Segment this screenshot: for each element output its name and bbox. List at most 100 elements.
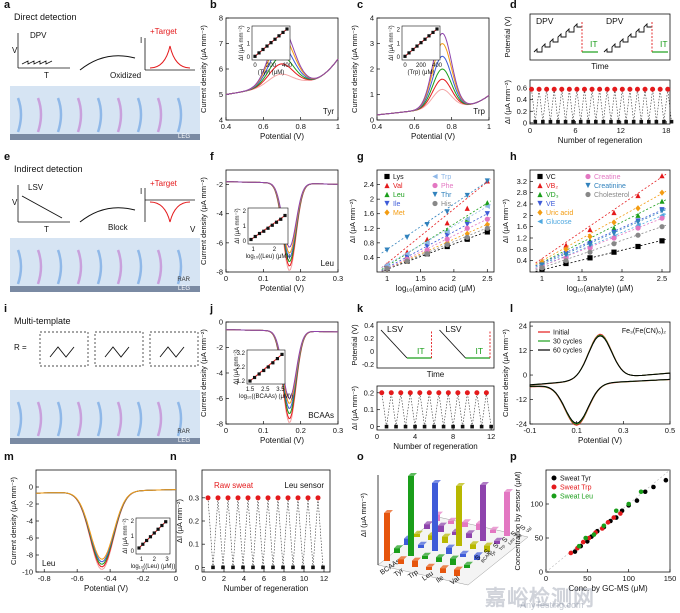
polymer-chain [176,97,183,133]
panel-j-inset-x-tick: 2.5 [261,387,270,393]
y-tick-label: 0.2 [517,107,527,116]
x-tick-label: -0.2 [137,574,150,583]
panel-g-fit-line [381,178,491,254]
panel-o-bar [412,560,418,567]
panel-g-point [384,262,390,268]
panel-k-y-tick: 0.2 [364,336,374,343]
panel-f-inset-point [270,223,274,227]
panel-d2-high-point [544,86,550,92]
y-tick-label: 0.2 [364,388,374,397]
plot-frame [529,169,671,273]
panel-c-inset-y-tick: 0 [397,55,401,61]
panel-g-point [464,225,470,231]
panel-h-point [563,258,569,264]
panel-k2-low-point [413,424,417,429]
panel-letter-c: c [357,0,363,11]
panel-b-inset-point [261,47,265,52]
panel-o-bar [432,483,438,551]
panel-d2-low-point [563,119,568,124]
panel-g-legend-marker [384,173,390,180]
y-tick-label: -6 [26,534,33,543]
polymer-chain [176,249,183,285]
y-tick-label: 4 [370,14,374,23]
panel-letter-i: i [4,303,7,315]
panel-c-inset-y-tick: 1 [397,41,401,47]
panel-j-inset-y-tick: 1.2 [237,379,246,385]
y-tick-label: -4 [216,369,223,378]
panel-m-inset-x-tick: 3 [165,557,169,563]
panel-d2-low-point [578,119,583,124]
panel-h-fit-line [535,216,667,269]
panel-o-bar [474,555,480,560]
panel-h-legend-marker [537,182,543,189]
panel-o-depth-label: S [501,536,510,544]
y-tick-label: 0.2 [189,517,199,526]
y-tick-label: -8 [216,268,223,277]
y-tick-label: 0 [195,563,199,572]
schematic-title-i: Multi-template [14,316,71,326]
panel-o-bar-top [456,483,465,486]
panel-g-point [464,222,470,228]
panel-o-bar-top [418,541,427,545]
panel-o-depth-sub: Val [525,526,533,534]
panel-l-legend-label: 30 cycles [553,339,583,346]
x-tick-label: 0.1 [571,426,581,435]
panel-o-bar-top [474,552,483,556]
x-tick-label: 0 [528,126,532,135]
y-tick-label: 2.8 [517,188,527,197]
panel-k-ylabel: Potential (V) [350,324,359,366]
panel-j-inset-point [275,357,280,361]
y-tick-label: 1.2 [364,224,374,233]
schematic-axis-label: T [44,225,49,234]
panel-h-point [659,224,665,230]
y-tick-label: 0.8 [517,245,527,254]
panel-n-high-point [225,495,231,501]
panel-k-y-tick: 0 [370,349,374,356]
panel-n-label-black: Leu sensor [284,481,324,490]
panel-o-bar-top [398,556,407,560]
panel-n-high-point [305,495,311,501]
x-tick-label: -0.4 [104,574,117,583]
panel-k2-low-point [384,424,389,429]
panel-letter-a: a [4,0,11,11]
panel-d-dpv-wave [603,22,652,53]
panel-g-legend-marker [432,182,438,189]
panel-c-inset-x-tick: 200 [416,63,427,69]
y-axis-label: ΔI (μA mm⁻²) [348,198,357,243]
panel-h-point [611,219,617,226]
r-group-box [39,331,89,367]
panel-h-fit-line [535,239,667,272]
panel-o-bar-top [464,561,473,565]
polymer-chain [36,401,43,437]
panel-d-label: DPV [536,16,554,26]
panel-h-point [635,212,641,218]
panel-letter-o: o [357,451,364,463]
panel-p-legend-label: Sweat Trp [560,485,592,492]
lsv-ramp [21,195,63,219]
panel-k2-low-point [394,424,398,429]
y-tick-label: -2 [216,180,223,189]
panel-h-legend-marker [585,182,591,189]
panel-k2-high-point [417,390,423,396]
polymer-chain [16,249,23,285]
panel-d2-high-point [612,86,618,92]
panel-m-inset-ylabel: ΔI (μA mm⁻²) [123,518,129,553]
panel-h-point [635,243,641,250]
panel-o-depth-label: S [492,542,501,550]
panel-b-inset-x-tick: 400 [282,63,293,69]
polymer-chain [56,249,63,285]
panel-h-legend-label: VB₂ [546,183,558,190]
panel-h-point [587,249,593,255]
panel-c-inset-point [407,51,411,55]
panel-d2-low-point [533,119,538,124]
panel-n-low-point [321,565,325,570]
panel-h-point [659,238,665,244]
panel-o-bar [450,558,456,565]
panel-h-legend-marker [585,191,591,198]
panel-k2-low-point [451,424,455,429]
plot-frame [529,79,671,125]
x-tick-label: 0.8 [295,122,305,131]
polymer-chain [176,401,183,437]
panel-n-low-point [291,565,295,570]
panel-c-inset-point [415,44,419,48]
